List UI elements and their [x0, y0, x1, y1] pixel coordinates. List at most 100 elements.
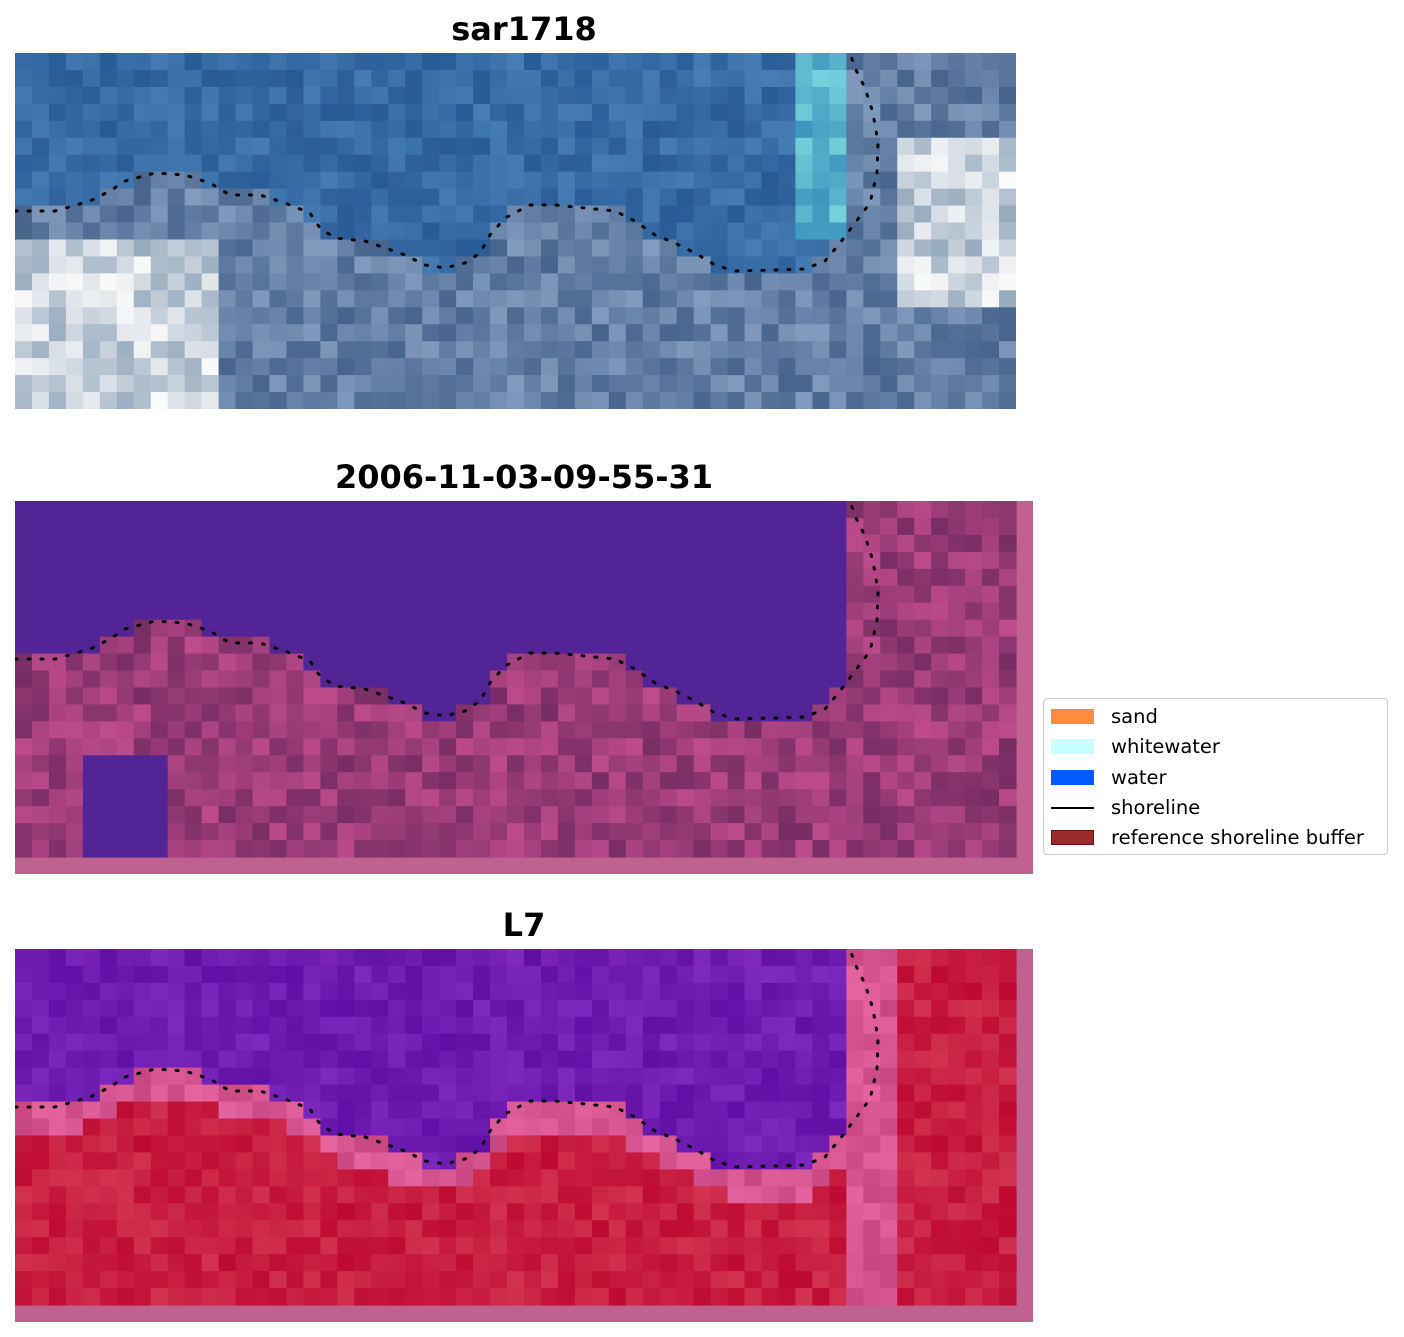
pixel [422, 1186, 440, 1204]
pixel [439, 1033, 457, 1052]
pixel [744, 205, 763, 224]
pixel [269, 789, 288, 807]
pixel [914, 1135, 932, 1154]
pixel [999, 1118, 1017, 1137]
pixel [99, 222, 118, 241]
pixel [167, 1254, 186, 1272]
pixel [252, 534, 271, 553]
pixel [235, 86, 254, 105]
pixel [269, 687, 288, 706]
pixel [235, 1101, 254, 1120]
pixel [303, 551, 321, 570]
pixel [914, 375, 932, 393]
pixel [676, 120, 695, 139]
pixel [795, 1033, 814, 1052]
pixel [507, 568, 525, 587]
pixel [540, 1254, 559, 1272]
pixel [914, 949, 932, 967]
pixel [218, 53, 237, 71]
pixel [608, 534, 627, 553]
pixel [880, 1050, 898, 1069]
pixel [642, 1050, 661, 1069]
pixel [354, 290, 372, 308]
pixel [252, 290, 271, 308]
pixel [320, 239, 338, 258]
pixel [286, 1186, 305, 1204]
pixel [914, 670, 932, 689]
pixel [982, 619, 1000, 638]
pixel [812, 602, 830, 621]
pixel [31, 585, 50, 604]
pixel [48, 982, 67, 1001]
pixel [523, 239, 542, 258]
pixel [880, 806, 898, 824]
pixel [931, 341, 949, 359]
pixel [490, 222, 508, 241]
pixel [388, 636, 406, 655]
pixel [846, 307, 864, 325]
pixel [286, 501, 305, 519]
pixel [201, 341, 220, 359]
pixel [439, 358, 457, 376]
pixel [82, 341, 101, 359]
pixel [82, 1016, 101, 1035]
pixel [31, 619, 50, 638]
pixel [286, 1067, 305, 1086]
pixel [65, 534, 84, 553]
pixel [540, 636, 559, 655]
pixel [167, 273, 186, 291]
pixel [15, 205, 33, 224]
pixel [778, 501, 797, 519]
pixel [490, 840, 508, 858]
pixel [235, 1135, 254, 1154]
pixel [48, 551, 67, 570]
pixel [812, 273, 830, 291]
pixel [354, 392, 372, 409]
pixel [642, 1101, 661, 1120]
pixel [608, 949, 627, 967]
pixel [439, 551, 457, 570]
pixel [812, 103, 830, 122]
pixel [252, 999, 271, 1018]
pixel [507, 1203, 525, 1221]
pixel [965, 1152, 983, 1170]
pixel [473, 171, 491, 190]
pixel [286, 789, 305, 807]
pixel [82, 120, 101, 139]
pixel [999, 1169, 1017, 1187]
pixel [65, 704, 84, 722]
pixel [65, 1203, 84, 1221]
pixel [405, 772, 423, 790]
pixel [99, 256, 118, 274]
pixel [507, 1135, 525, 1154]
pixel [659, 290, 678, 308]
pixel [184, 534, 203, 553]
pixel [422, 704, 440, 722]
pixel [405, 205, 423, 224]
pixel [574, 789, 593, 807]
pixel [999, 86, 1016, 105]
pixel [167, 1237, 186, 1255]
pixel [303, 636, 321, 655]
pixel [405, 1288, 423, 1306]
pixel [48, 392, 67, 409]
pixel [252, 1288, 271, 1306]
pixel [286, 823, 305, 841]
pixel [371, 687, 389, 706]
pixel [982, 687, 1000, 706]
pixel [914, 1220, 932, 1238]
pixel [252, 239, 271, 258]
pixel [82, 86, 101, 105]
pixel [116, 551, 135, 570]
pixel [761, 517, 780, 536]
pixel [829, 1033, 847, 1052]
pixel [150, 755, 169, 773]
pixel [557, 1237, 576, 1255]
pixel [371, 806, 389, 824]
pixel [15, 517, 33, 536]
pixel [625, 205, 644, 224]
pixel [727, 823, 746, 841]
pixel [948, 653, 966, 672]
pixel [744, 239, 763, 258]
pixel [523, 103, 542, 122]
